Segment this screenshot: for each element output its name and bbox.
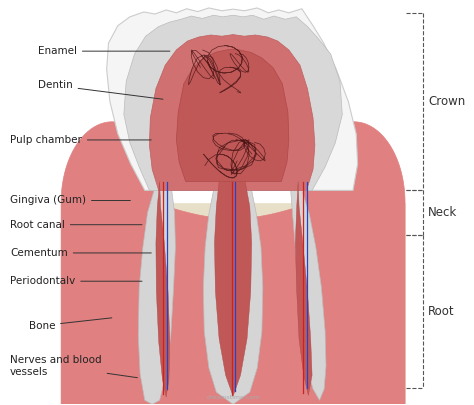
Polygon shape [61, 122, 164, 404]
Text: Gingiva (Gum): Gingiva (Gum) [10, 196, 130, 205]
Polygon shape [303, 122, 405, 404]
Polygon shape [124, 15, 342, 190]
Text: Periodontalv: Periodontalv [10, 276, 142, 286]
Polygon shape [138, 190, 175, 404]
Text: dreamstime.com: dreamstime.com [206, 395, 260, 400]
Text: Nerves and blood
vessels: Nerves and blood vessels [10, 355, 137, 378]
Text: Crown: Crown [428, 95, 465, 108]
Text: Dentin: Dentin [38, 81, 163, 99]
Text: Neck: Neck [428, 206, 457, 219]
Polygon shape [203, 190, 263, 404]
Polygon shape [176, 49, 289, 181]
Polygon shape [61, 202, 405, 404]
Text: Bone: Bone [28, 318, 112, 330]
Text: Root canal: Root canal [10, 220, 142, 230]
Polygon shape [156, 181, 170, 397]
Bar [0, 404, 465, 405]
Polygon shape [214, 181, 252, 396]
Polygon shape [149, 34, 315, 190]
Text: Root: Root [428, 305, 455, 318]
Polygon shape [154, 202, 312, 404]
Polygon shape [291, 190, 326, 400]
Polygon shape [295, 181, 312, 395]
Polygon shape [107, 8, 357, 190]
Text: Pulp chamber: Pulp chamber [10, 135, 151, 145]
Text: Enamel: Enamel [38, 46, 170, 56]
Text: Cementum: Cementum [10, 248, 151, 258]
